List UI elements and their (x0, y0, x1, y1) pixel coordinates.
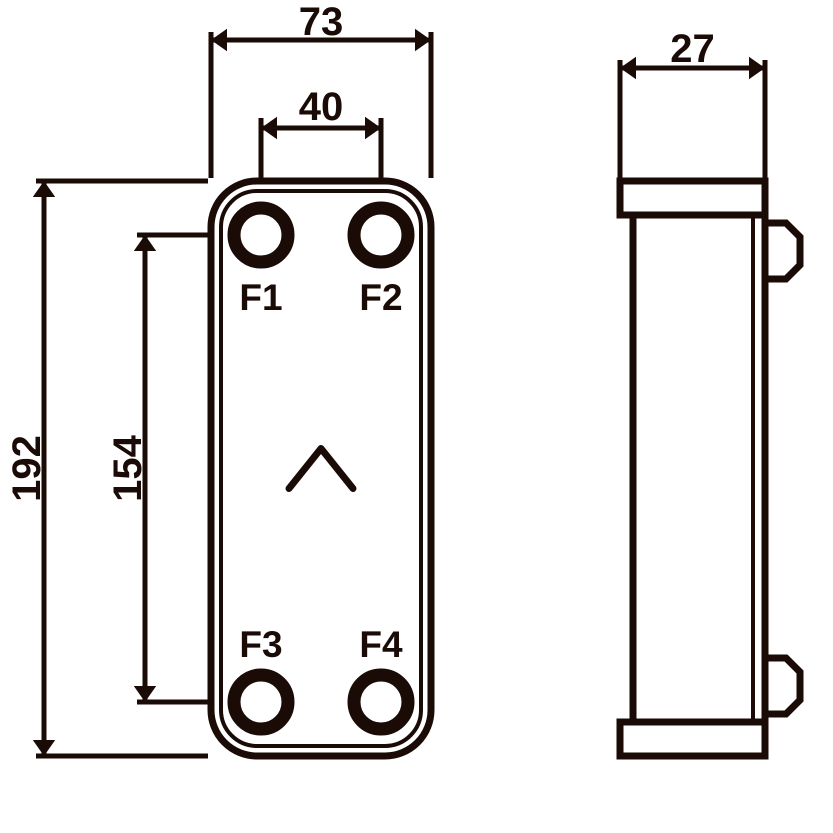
dim-label-d192: 192 (5, 435, 49, 502)
dim-label-d40: 40 (299, 85, 344, 129)
port-f3 (234, 675, 288, 729)
chevron-up (289, 449, 353, 489)
dim-d40: 40 (261, 85, 381, 178)
port-label-f1: F1 (239, 277, 282, 318)
side-flange-top (620, 181, 765, 215)
port-label-f4: F4 (359, 624, 403, 665)
port-f2 (354, 208, 408, 262)
dim-d154: 154 (106, 235, 208, 702)
front-outline (211, 181, 431, 756)
port-label-f2: F2 (359, 277, 402, 318)
dim-label-d73: 73 (299, 0, 344, 44)
dim-d27: 27 (620, 27, 765, 178)
port-label-f3: F3 (239, 624, 282, 665)
side-view (620, 181, 800, 756)
front-view: F1 F2 F3 F4 (211, 181, 431, 756)
dim-label-d154: 154 (106, 434, 150, 501)
port-f4 (354, 675, 408, 729)
side-boss-top (765, 223, 800, 279)
side-boss-bottom (765, 658, 800, 714)
port-f1 (234, 208, 288, 262)
dim-label-d27: 27 (670, 27, 715, 71)
side-flange-bottom (620, 722, 765, 756)
